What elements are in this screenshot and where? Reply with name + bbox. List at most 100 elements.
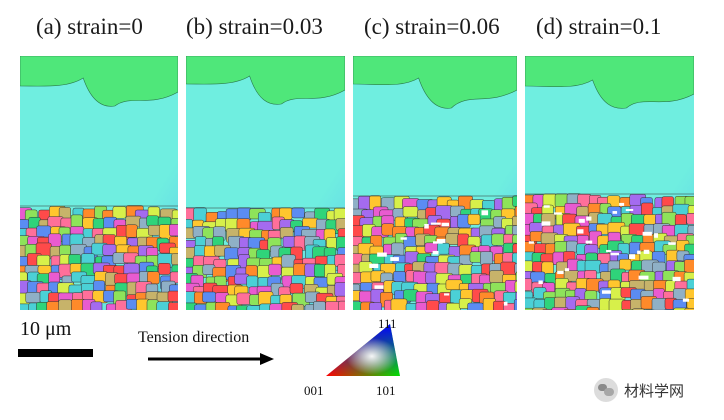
fine-grain (246, 275, 259, 289)
unindexed-boundary (369, 263, 379, 269)
unindexed-boundary (654, 233, 658, 238)
fine-grain (426, 300, 440, 310)
fine-grain (467, 302, 484, 310)
top-grain-region (20, 56, 178, 107)
top-grain-region (525, 56, 694, 109)
fine-grain (25, 292, 41, 304)
fine-grain (338, 300, 345, 310)
ebsd-map-d (525, 56, 694, 310)
unindexed-boundary (374, 285, 384, 289)
ipf-color-triangle (326, 324, 400, 376)
fine-grain (369, 302, 382, 310)
unindexed-boundary (672, 276, 681, 282)
scale-bar (18, 349, 93, 357)
fine-grain (512, 252, 517, 265)
fine-grain (171, 253, 178, 266)
watermark-text: 材料学网 (624, 381, 685, 400)
panel-label-c: (c) strain=0.06 (364, 14, 500, 39)
fine-grain (402, 206, 419, 218)
fine-grain (46, 301, 60, 310)
fine-grain (672, 299, 687, 310)
scale-bar-label: 10 μm (20, 318, 72, 340)
fine-grain (168, 302, 178, 310)
unindexed-boundary (625, 208, 634, 212)
fine-grain (525, 278, 533, 291)
unindexed-boundary (400, 237, 407, 240)
unindexed-boundary (682, 298, 690, 302)
unindexed-boundary (606, 249, 612, 253)
fine-grain (651, 298, 668, 310)
fine-grain (381, 223, 395, 236)
fine-grain (236, 305, 249, 310)
unindexed-boundary (643, 249, 650, 254)
ipf-label-101: 101 (376, 383, 396, 398)
unindexed-boundary (619, 202, 625, 206)
fine-grain (563, 309, 577, 310)
fine-grain (125, 224, 138, 238)
unindexed-boundary (585, 240, 593, 244)
unindexed-boundary (629, 254, 636, 259)
fine-grain (491, 233, 505, 246)
fine-grain (514, 262, 517, 275)
fine-grain (684, 259, 694, 273)
unindexed-boundary (444, 293, 450, 296)
fine-grain (489, 270, 504, 284)
ebsd-map-a (20, 56, 178, 310)
unindexed-boundary (503, 301, 508, 306)
fine-grain (467, 213, 481, 225)
fine-grain (566, 240, 578, 253)
unindexed-boundary (430, 222, 441, 225)
fine-grain (525, 307, 535, 310)
fine-grain (686, 213, 694, 225)
fine-grain (224, 247, 239, 261)
unindexed-boundary (578, 218, 585, 223)
fine-grain (632, 308, 645, 310)
top-grain-region (353, 56, 517, 109)
unindexed-boundary (538, 280, 543, 285)
unindexed-boundary (424, 223, 429, 229)
fine-grain (334, 282, 345, 297)
unindexed-boundary (610, 252, 620, 256)
fine-grain (156, 301, 171, 310)
ebsd-svg-a (20, 56, 178, 310)
ebsd-map-b (186, 56, 345, 310)
fine-grain (193, 207, 207, 223)
unindexed-boundary (668, 242, 676, 245)
fine-grain (619, 258, 632, 271)
fine-grain (148, 224, 161, 236)
panel-label-b: (b) strain=0.03 (186, 14, 323, 39)
fine-grain (446, 302, 461, 310)
unindexed-boundary (637, 250, 641, 255)
fine-grain (437, 242, 450, 255)
wechat-icon (594, 378, 618, 402)
unindexed-boundary (601, 290, 611, 294)
fine-grain (415, 302, 428, 310)
panel-label-d: (d) strain=0.1 (536, 14, 662, 39)
fine-grain (525, 260, 534, 272)
unindexed-boundary (432, 250, 439, 255)
fine-grain (684, 308, 694, 310)
fine-grain (551, 307, 569, 310)
fine-grain (158, 263, 171, 275)
fine-grain (202, 291, 217, 303)
unindexed-boundary (612, 211, 618, 214)
unindexed-boundary (436, 238, 446, 243)
tension-arrow-icon (148, 353, 274, 365)
fine-grain (59, 244, 71, 256)
fine-grain (70, 214, 83, 229)
fine-grain (586, 306, 600, 310)
fine-grain (236, 292, 251, 305)
fine-grain (289, 283, 304, 294)
fine-grain (291, 304, 305, 310)
unindexed-boundary (557, 270, 564, 275)
unindexed-boundary (390, 257, 399, 261)
ebsd-svg-b (186, 56, 345, 310)
fine-grain (246, 305, 263, 310)
unindexed-boundary (553, 212, 562, 215)
unindexed-boundary (638, 275, 649, 280)
unindexed-boundary (564, 268, 570, 272)
fine-grain (513, 299, 517, 310)
fine-grain (512, 195, 517, 207)
fine-grain (390, 298, 408, 310)
tension-direction-label: Tension direction (138, 329, 250, 346)
